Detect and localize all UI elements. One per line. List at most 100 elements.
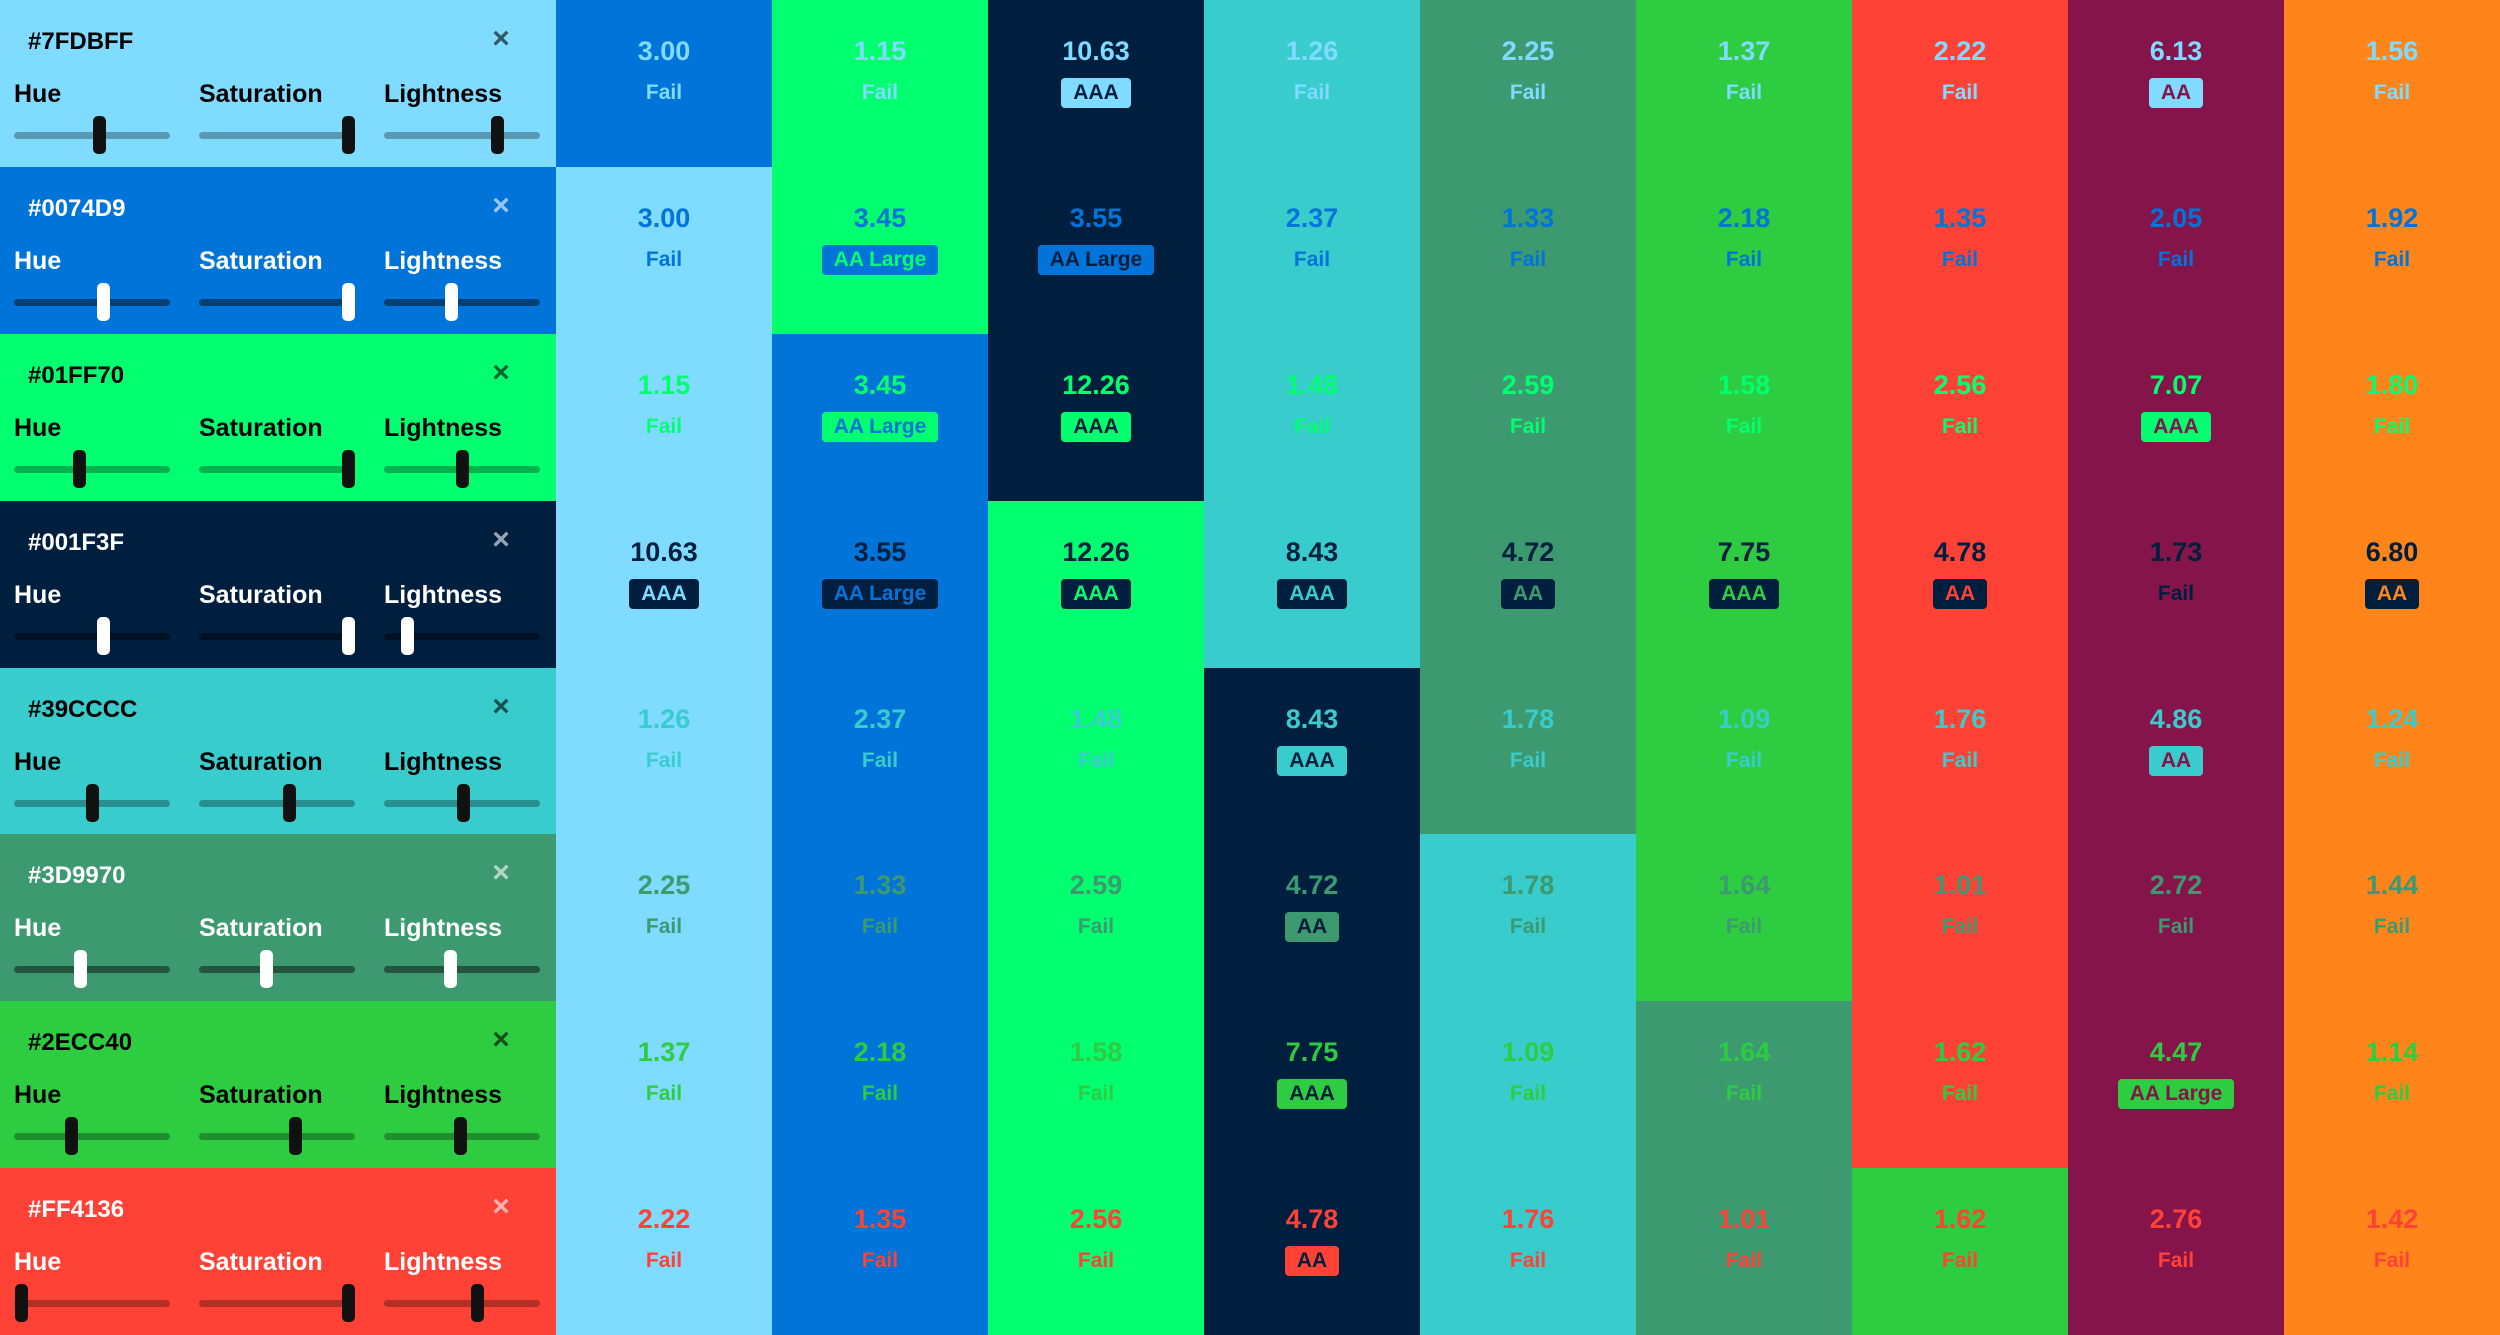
saturation-slider-thumb[interactable]: [342, 283, 355, 321]
wcag-badge: Fail: [1077, 1249, 1115, 1272]
hue-slider-thumb[interactable]: [93, 116, 106, 154]
hue-slider[interactable]: [14, 617, 170, 655]
close-icon[interactable]: ×: [492, 189, 510, 222]
contrast-cell: 1.62 Fail: [1852, 1168, 2068, 1335]
wcag-rating: AAA: [1204, 746, 1420, 776]
hue-slider-thumb[interactable]: [74, 950, 87, 988]
saturation-slider[interactable]: [199, 1284, 355, 1322]
contrast-ratio: 2.76: [2149, 1204, 2203, 1234]
contrast-cell: 1.24 Fail: [2284, 668, 2500, 834]
wcag-rating: Fail: [772, 1079, 988, 1109]
wcag-badge: AA: [1932, 579, 1988, 609]
contrast-ratio: 10.63: [630, 537, 698, 567]
wcag-rating: Fail: [1636, 746, 1852, 776]
lightness-slider[interactable]: [384, 950, 540, 988]
lightness-slider[interactable]: [384, 283, 540, 321]
saturation-slider[interactable]: [199, 1117, 355, 1155]
contrast-cell: 3.00 Fail: [556, 167, 772, 334]
hue-slider[interactable]: [14, 283, 170, 321]
wcag-badge: Fail: [1941, 248, 1979, 271]
saturation-label: Saturation: [199, 748, 323, 776]
contrast-ratio: 1.42: [2365, 1204, 2419, 1234]
saturation-slider-thumb[interactable]: [289, 1117, 302, 1155]
close-icon[interactable]: ×: [492, 856, 510, 889]
contrast-ratio: 4.47: [2149, 1037, 2203, 1067]
saturation-slider[interactable]: [199, 784, 355, 822]
hue-label: Hue: [14, 1248, 62, 1276]
color-editor-panel: #FF4136 × Hue Saturation Lightness: [0, 1168, 556, 1335]
saturation-slider[interactable]: [199, 950, 355, 988]
hue-slider[interactable]: [14, 450, 170, 488]
saturation-slider[interactable]: [199, 450, 355, 488]
hue-slider-thumb[interactable]: [97, 283, 110, 321]
hue-slider[interactable]: [14, 1284, 170, 1322]
saturation-label: Saturation: [199, 414, 323, 442]
saturation-slider[interactable]: [199, 283, 355, 321]
color-hex-label: #0074D9: [28, 195, 126, 222]
lightness-slider-thumb[interactable]: [471, 1284, 484, 1322]
lightness-slider-thumb[interactable]: [456, 450, 469, 488]
hue-label: Hue: [14, 80, 62, 108]
saturation-slider-thumb[interactable]: [342, 1284, 355, 1322]
lightness-slider-thumb[interactable]: [491, 116, 504, 154]
contrast-cell: 1.35 Fail: [1852, 167, 2068, 334]
hue-slider[interactable]: [14, 784, 170, 822]
hue-slider[interactable]: [14, 950, 170, 988]
saturation-slider[interactable]: [199, 116, 355, 154]
contrast-ratio: 2.37: [1285, 203, 1339, 233]
contrast-cell: 1.80 Fail: [2284, 334, 2500, 501]
lightness-slider[interactable]: [384, 784, 540, 822]
wcag-rating: Fail: [1420, 1079, 1636, 1109]
saturation-slider[interactable]: [199, 617, 355, 655]
wcag-badge: Fail: [861, 1082, 899, 1105]
contrast-cell: 1.01 Fail: [1636, 1168, 1852, 1335]
contrast-cell: 1.33 Fail: [1420, 167, 1636, 334]
contrast-cell: 8.43 AAA: [1204, 668, 1420, 834]
saturation-slider-thumb[interactable]: [283, 784, 296, 822]
lightness-slider[interactable]: [384, 617, 540, 655]
contrast-cell: 1.15 Fail: [772, 0, 988, 167]
contrast-cell: 2.25 Fail: [1420, 0, 1636, 167]
contrast-ratio: 1.35: [1933, 203, 1987, 233]
hue-slider[interactable]: [14, 1117, 170, 1155]
contrast-cell: 1.35 Fail: [772, 1168, 988, 1335]
wcag-badge: AA: [2364, 579, 2420, 609]
close-icon[interactable]: ×: [492, 22, 510, 55]
close-icon[interactable]: ×: [492, 356, 510, 389]
lightness-slider-thumb[interactable]: [401, 617, 414, 655]
wcag-badge: Fail: [1509, 81, 1547, 104]
color-editor-panel: #01FF70 × Hue Saturation Lightness: [0, 334, 556, 501]
close-icon[interactable]: ×: [492, 690, 510, 723]
close-icon[interactable]: ×: [492, 1190, 510, 1223]
lightness-slider-thumb[interactable]: [444, 950, 457, 988]
wcag-rating: Fail: [1852, 1246, 2068, 1276]
lightness-slider[interactable]: [384, 1117, 540, 1155]
lightness-slider-thumb[interactable]: [457, 784, 470, 822]
contrast-cell: 2.37 Fail: [772, 668, 988, 834]
wcag-rating: Fail: [988, 1079, 1204, 1109]
saturation-slider-thumb[interactable]: [342, 617, 355, 655]
hue-slider-thumb[interactable]: [73, 450, 86, 488]
hue-slider-thumb[interactable]: [65, 1117, 78, 1155]
lightness-slider[interactable]: [384, 1284, 540, 1322]
hue-slider-thumb[interactable]: [15, 1284, 28, 1322]
hue-slider-thumb[interactable]: [86, 784, 99, 822]
hue-slider-thumb[interactable]: [97, 617, 110, 655]
lightness-slider[interactable]: [384, 450, 540, 488]
close-icon[interactable]: ×: [492, 1023, 510, 1056]
saturation-slider-thumb[interactable]: [342, 116, 355, 154]
wcag-rating: Fail: [2284, 1246, 2500, 1276]
lightness-slider-thumb[interactable]: [445, 283, 458, 321]
wcag-badge: Fail: [1941, 749, 1979, 772]
saturation-slider-thumb[interactable]: [342, 450, 355, 488]
lightness-slider-thumb[interactable]: [454, 1117, 467, 1155]
wcag-rating: Fail: [1636, 1079, 1852, 1109]
hue-slider[interactable]: [14, 116, 170, 154]
close-icon[interactable]: ×: [492, 523, 510, 556]
wcag-badge: Fail: [1725, 915, 1763, 938]
wcag-badge: Fail: [861, 915, 899, 938]
lightness-slider[interactable]: [384, 116, 540, 154]
hue-label: Hue: [14, 1081, 62, 1109]
saturation-slider-thumb[interactable]: [260, 950, 273, 988]
contrast-ratio: 1.76: [1501, 1204, 1555, 1234]
